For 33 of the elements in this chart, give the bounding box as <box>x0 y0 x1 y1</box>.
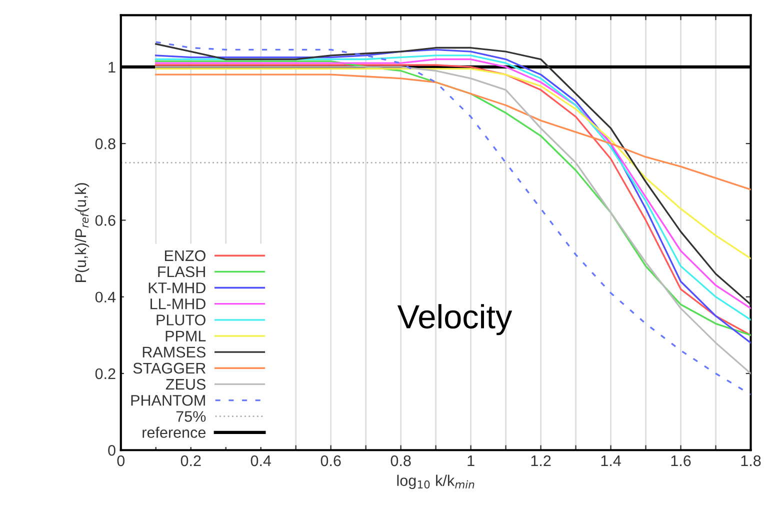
y-tick-label: 0.4 <box>95 292 116 303</box>
legend-label: RAMSES <box>142 346 206 358</box>
line-series <box>155 68 751 260</box>
x-tick-label: 0.2 <box>180 455 201 466</box>
x-tick-label: 1.4 <box>601 456 621 466</box>
y-axis-title: P(u,k)/P$_{ref}$(u,k) <box>74 183 90 282</box>
line-series <box>155 74 751 190</box>
x-tick-label: 1.2 <box>531 455 551 466</box>
legend-label: LL-MHD <box>150 298 206 310</box>
annotation: Velocity <box>397 304 512 336</box>
x-tick-label: 0 <box>117 455 125 466</box>
legend-label: STAGGER <box>133 362 206 374</box>
y-tick-label: 0 <box>108 444 116 456</box>
legend-label: FLASH <box>158 266 205 278</box>
x-tick-label: 1 <box>468 456 474 466</box>
x-tick-label: 0.8 <box>390 455 411 466</box>
x-tick-label: 1.6 <box>671 455 691 466</box>
legend-label: PPML <box>166 330 206 342</box>
legend-label: PHANTOM <box>131 394 205 406</box>
y-tick-label: 0.2 <box>95 368 116 380</box>
x-tick-label: 0.6 <box>320 455 341 466</box>
legend-label: KT-MHD <box>148 282 206 294</box>
legend-label: 75% <box>176 411 206 422</box>
y-tick-label: 0.6 <box>95 215 116 226</box>
x-tick-label: 0.4 <box>250 455 272 466</box>
x-axis-title: log$_{10}$ k/k$_{min}$ <box>397 474 474 490</box>
legend-label: ZEUS <box>166 378 206 390</box>
y-tick-label: 1 <box>108 62 116 72</box>
legend-label: ENZO <box>164 250 206 262</box>
legend-label: reference <box>142 426 206 438</box>
x-tick-label: 1.8 <box>741 455 761 466</box>
y-tick-label: 0.8 <box>95 138 116 150</box>
legend-label: PLUTO <box>156 314 206 326</box>
